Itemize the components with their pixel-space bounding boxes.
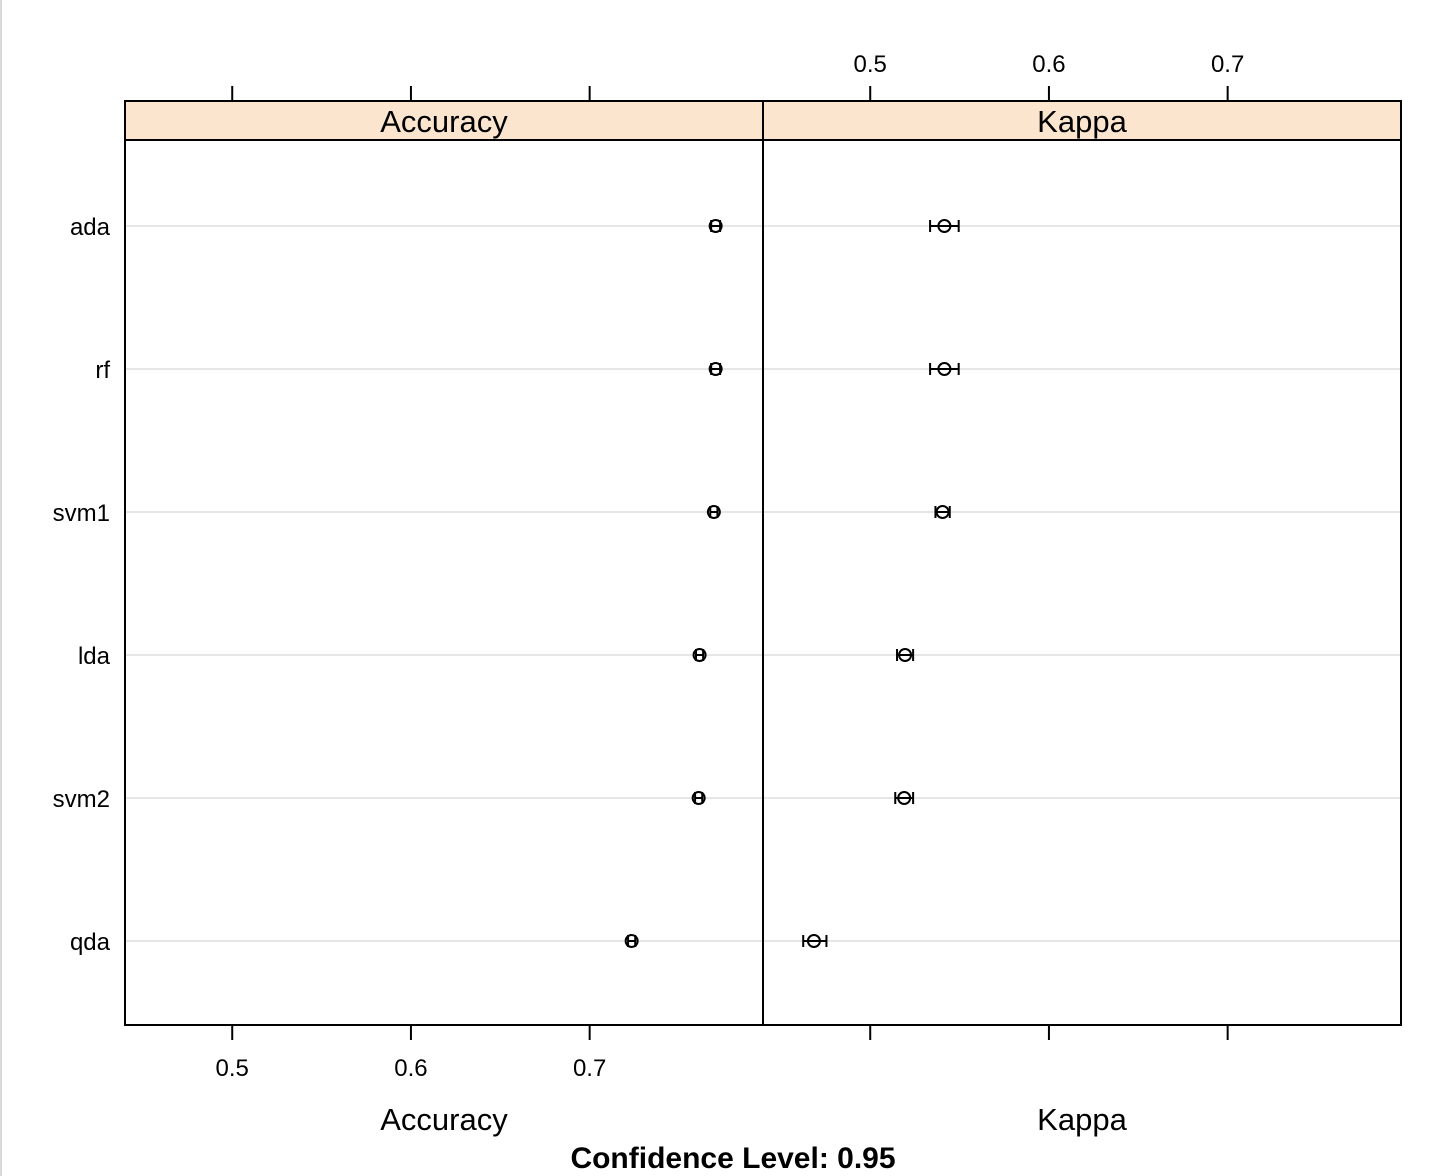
kappa-tick-label-0.6: 0.6: [1032, 51, 1065, 78]
kappa-point-svm2: [897, 791, 912, 805]
accuracy-point-ada: [708, 219, 723, 233]
accuracy-point-svm2: [691, 791, 706, 805]
accuracy-point-rf: [708, 362, 723, 376]
accuracy-point-qda: [624, 934, 639, 948]
kappa-tick-label-0.5: 0.5: [854, 51, 887, 78]
row-label-svm1: svm1: [53, 500, 110, 527]
accuracy-panel-frame: [124, 139, 764, 1026]
row-label-qda: qda: [70, 929, 111, 956]
row-label-rf: rf: [95, 357, 110, 384]
kappa-point-ada: [937, 219, 952, 233]
kappa-axis-title: Kappa: [1037, 1102, 1127, 1137]
kappa-panel-frame: [762, 139, 1402, 1026]
row-label-ada: ada: [70, 214, 111, 241]
labels-layer: Accuracy Kappa Confidence Level: 0.95: [380, 1102, 1127, 1175]
kappa-strip-label: Kappa: [1037, 104, 1127, 139]
panels-layer: Accuracy 0.5 0.6 0.7 Kappa 0.5 0.6 0.7 ada rf svm1…: [53, 51, 1402, 1082]
kappa-point-qda: [806, 934, 821, 948]
kappa-point-svm1: [935, 505, 950, 519]
kappa-tick-label-0.7: 0.7: [1211, 51, 1244, 78]
accuracy-tick-label-0.5: 0.5: [216, 1055, 249, 1082]
row-label-lda: lda: [78, 643, 111, 670]
accuracy-strip-label: Accuracy: [380, 104, 508, 139]
accuracy-axis-title: Accuracy: [380, 1102, 508, 1137]
window-left-edge: [0, 0, 2, 1176]
row-label-svm2: svm2: [53, 786, 110, 813]
kappa-point-lda: [898, 648, 913, 662]
accuracy-point-svm1: [706, 505, 721, 519]
accuracy-tick-label-0.7: 0.7: [573, 1055, 606, 1082]
kappa-point-rf: [937, 362, 952, 376]
kappa-strip: [762, 100, 1402, 141]
chart-caption: Confidence Level: 0.95: [570, 1142, 895, 1175]
accuracy-tick-label-0.6: 0.6: [394, 1055, 427, 1082]
accuracy-strip: [124, 100, 764, 141]
accuracy-point-lda: [692, 648, 707, 662]
